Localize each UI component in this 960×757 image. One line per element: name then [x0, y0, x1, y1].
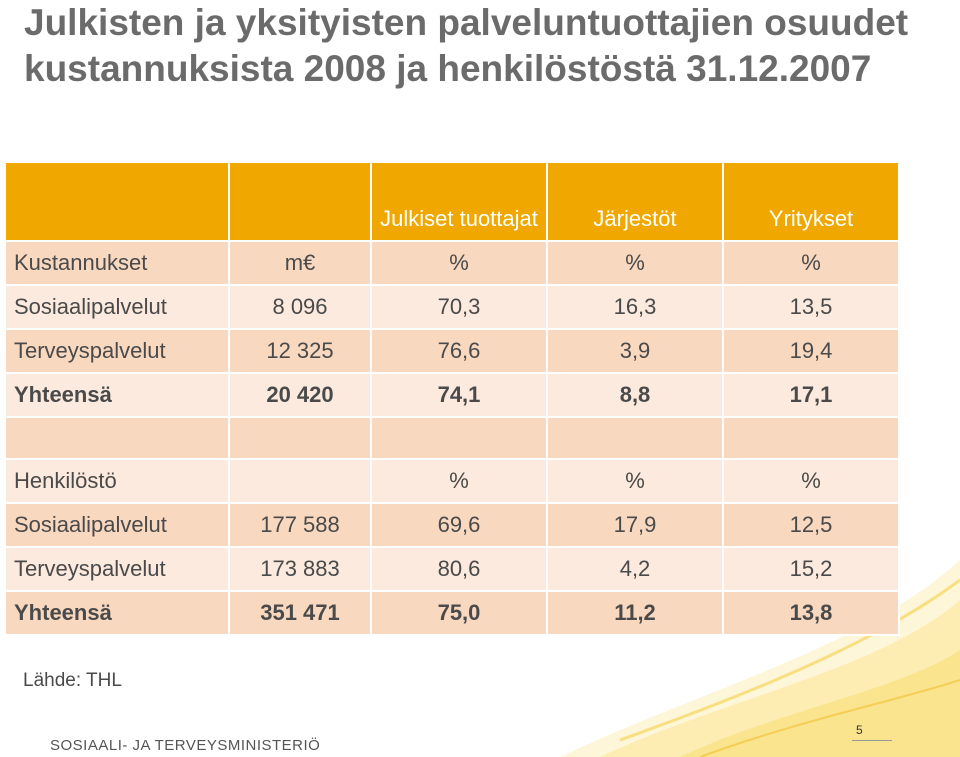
value-cell: 8,8 [546, 372, 724, 418]
row-label-cell: Henkilöstö [4, 458, 230, 504]
value-cell [228, 458, 372, 504]
value-cell: % [370, 240, 548, 286]
value-cell: Yritykset [722, 161, 900, 242]
costs-total-row: Yhteensä 20 420 74,1 8,8 17,1 [4, 372, 900, 418]
value-cell [722, 416, 900, 460]
value-cell: 11,2 [546, 590, 724, 636]
value-cell: 13,5 [722, 284, 900, 330]
data-table: Julkiset tuottajat Järjestöt Yritykset Kust… [4, 161, 900, 636]
value-cell: % [370, 458, 548, 504]
table-row: Terveyspalvelut 12 325 76,6 3,9 19,4 [4, 328, 900, 374]
value-cell: 177 588 [228, 502, 372, 548]
value-cell: 8 096 [228, 284, 372, 330]
value-cell: 70,3 [370, 284, 548, 330]
value-cell: 69,6 [370, 502, 548, 548]
value-cell: % [722, 240, 900, 286]
row-label-cell: Sosiaalipalvelut [4, 502, 230, 548]
value-cell: 17,9 [546, 502, 724, 548]
table-row: Sosiaalipalvelut 177 588 69,6 17,9 12,5 [4, 502, 900, 548]
value-cell [228, 416, 372, 460]
value-cell: 12,5 [722, 502, 900, 548]
value-cell: 80,6 [370, 546, 548, 592]
row-label-cell: Sosiaalipalvelut [4, 284, 230, 330]
value-cell: 351 471 [228, 590, 372, 636]
value-cell: 76,6 [370, 328, 548, 374]
spacer-row [4, 416, 900, 460]
value-cell: 4,2 [546, 546, 724, 592]
value-cell [228, 161, 372, 242]
table-row: Terveyspalvelut 173 883 80,6 4,2 15,2 [4, 546, 900, 592]
value-cell: Järjestöt [546, 161, 724, 242]
value-cell: % [722, 458, 900, 504]
page-number-divider [852, 740, 892, 741]
costs-header-row: Kustannukset m€%%% [4, 240, 900, 286]
value-cell: 74,1 [370, 372, 548, 418]
value-cell: Julkiset tuottajat [370, 161, 548, 242]
value-cell: 75,0 [370, 590, 548, 636]
row-label-cell [4, 416, 230, 460]
row-label-cell [4, 161, 230, 242]
value-cell: 15,2 [722, 546, 900, 592]
row-label-cell: Kustannukset [4, 240, 230, 286]
value-cell: % [546, 240, 724, 286]
value-cell: m€ [228, 240, 372, 286]
ministry-logo-text: SOSIAALI- JA TERVEYSMINISTERIÖ [50, 737, 321, 754]
value-cell: 16,3 [546, 284, 724, 330]
value-cell [546, 416, 724, 460]
row-label-cell: Yhteensä [4, 372, 230, 418]
source-note: Lähde: THL [23, 670, 122, 691]
row-label-cell: Terveyspalvelut [4, 328, 230, 374]
value-cell: 19,4 [722, 328, 900, 374]
value-cell: 17,1 [722, 372, 900, 418]
row-label-cell: Yhteensä [4, 590, 230, 636]
value-cell [370, 416, 548, 460]
staff-header-row: Henkilöstö%%% [4, 458, 900, 504]
page-title: Julkisten ja yksityisten palveluntuottaj… [24, 2, 909, 89]
page-number: 5 [856, 723, 863, 737]
value-cell: 173 883 [228, 546, 372, 592]
staff-total-row: Yhteensä 351 471 75,0 11,2 13,8 [4, 590, 900, 636]
value-cell: 13,8 [722, 590, 900, 636]
value-cell: % [546, 458, 724, 504]
header-row: Julkiset tuottajat Järjestöt Yritykset [4, 161, 900, 242]
table-row: Sosiaalipalvelut 8 096 70,3 16,3 13,5 [4, 284, 900, 330]
value-cell: 20 420 [228, 372, 372, 418]
value-cell: 12 325 [228, 328, 372, 374]
value-cell: 3,9 [546, 328, 724, 374]
row-label-cell: Terveyspalvelut [4, 546, 230, 592]
